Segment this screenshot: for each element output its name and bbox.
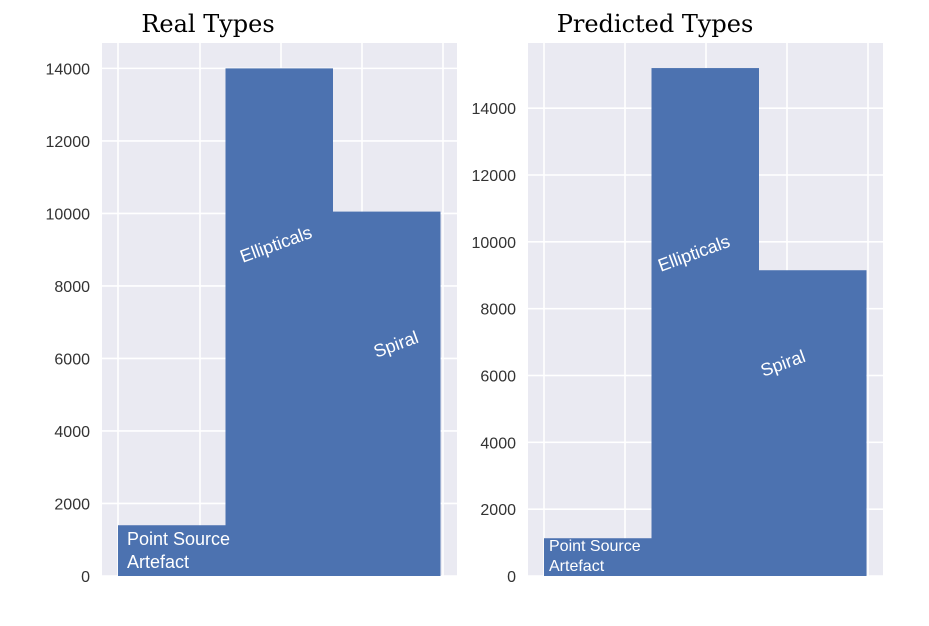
predicted-types-ytick-2000: 2000 — [480, 502, 516, 519]
real-types-bar-spiral — [333, 211, 441, 576]
real-types-panel: 0 2000 4000 6000 8000 10000 12000 14000 Point S… — [46, 10, 457, 586]
real-types-bar-point-source-artefact — [118, 525, 226, 576]
predicted-types-label-line-2: Artefact — [549, 558, 605, 575]
real-types-ytick-6000: 6000 — [54, 351, 90, 368]
predicted-types-bar-spiral — [759, 270, 867, 576]
real-types-label-line-2: Artefact — [127, 552, 189, 572]
predicted-types-ytick-14000: 14000 — [472, 101, 517, 118]
predicted-types-ytick-0: 0 — [507, 569, 516, 586]
predicted-types-bar-point-source-artefact — [544, 538, 652, 576]
real-types-ytick-10000: 10000 — [46, 206, 91, 223]
real-types-title: Real Types — [141, 10, 274, 38]
predicted-types-ytick-8000: 8000 — [480, 302, 516, 319]
real-types-ytick-2000: 2000 — [54, 496, 90, 513]
predicted-types-label-point-source-artefact: Point Source Artefact — [549, 538, 641, 575]
real-types-bars — [118, 68, 441, 576]
real-types-ytick-14000: 14000 — [46, 61, 91, 78]
predicted-types-ytick-12000: 12000 — [472, 168, 517, 185]
real-types-y-axis: 0 2000 4000 6000 8000 10000 12000 14000 — [46, 61, 91, 586]
predicted-types-label-line-1: Point Source — [549, 538, 641, 555]
real-types-ytick-8000: 8000 — [54, 279, 90, 296]
real-types-bar-ellipticals — [225, 68, 333, 576]
predicted-types-y-axis: 0 2000 4000 6000 8000 10000 12000 14000 — [472, 101, 517, 586]
predicted-types-bars — [544, 68, 867, 577]
predicted-types-ytick-4000: 4000 — [480, 435, 516, 452]
real-types-ytick-0: 0 — [81, 569, 90, 586]
predicted-types-ytick-6000: 6000 — [480, 368, 516, 385]
real-types-ytick-4000: 4000 — [54, 424, 90, 441]
predicted-types-bar-ellipticals — [651, 68, 759, 577]
real-types-label-line-1: Point Source — [127, 529, 230, 549]
real-types-label-point-source-artefact: Point Source Artefact — [127, 529, 230, 572]
predicted-types-ytick-10000: 10000 — [472, 235, 517, 252]
real-types-ytick-12000: 12000 — [46, 134, 91, 151]
predicted-types-panel: 0 2000 4000 6000 8000 10000 12000 14000 Point S… — [472, 10, 883, 586]
predicted-types-title: Predicted Types — [557, 10, 754, 38]
